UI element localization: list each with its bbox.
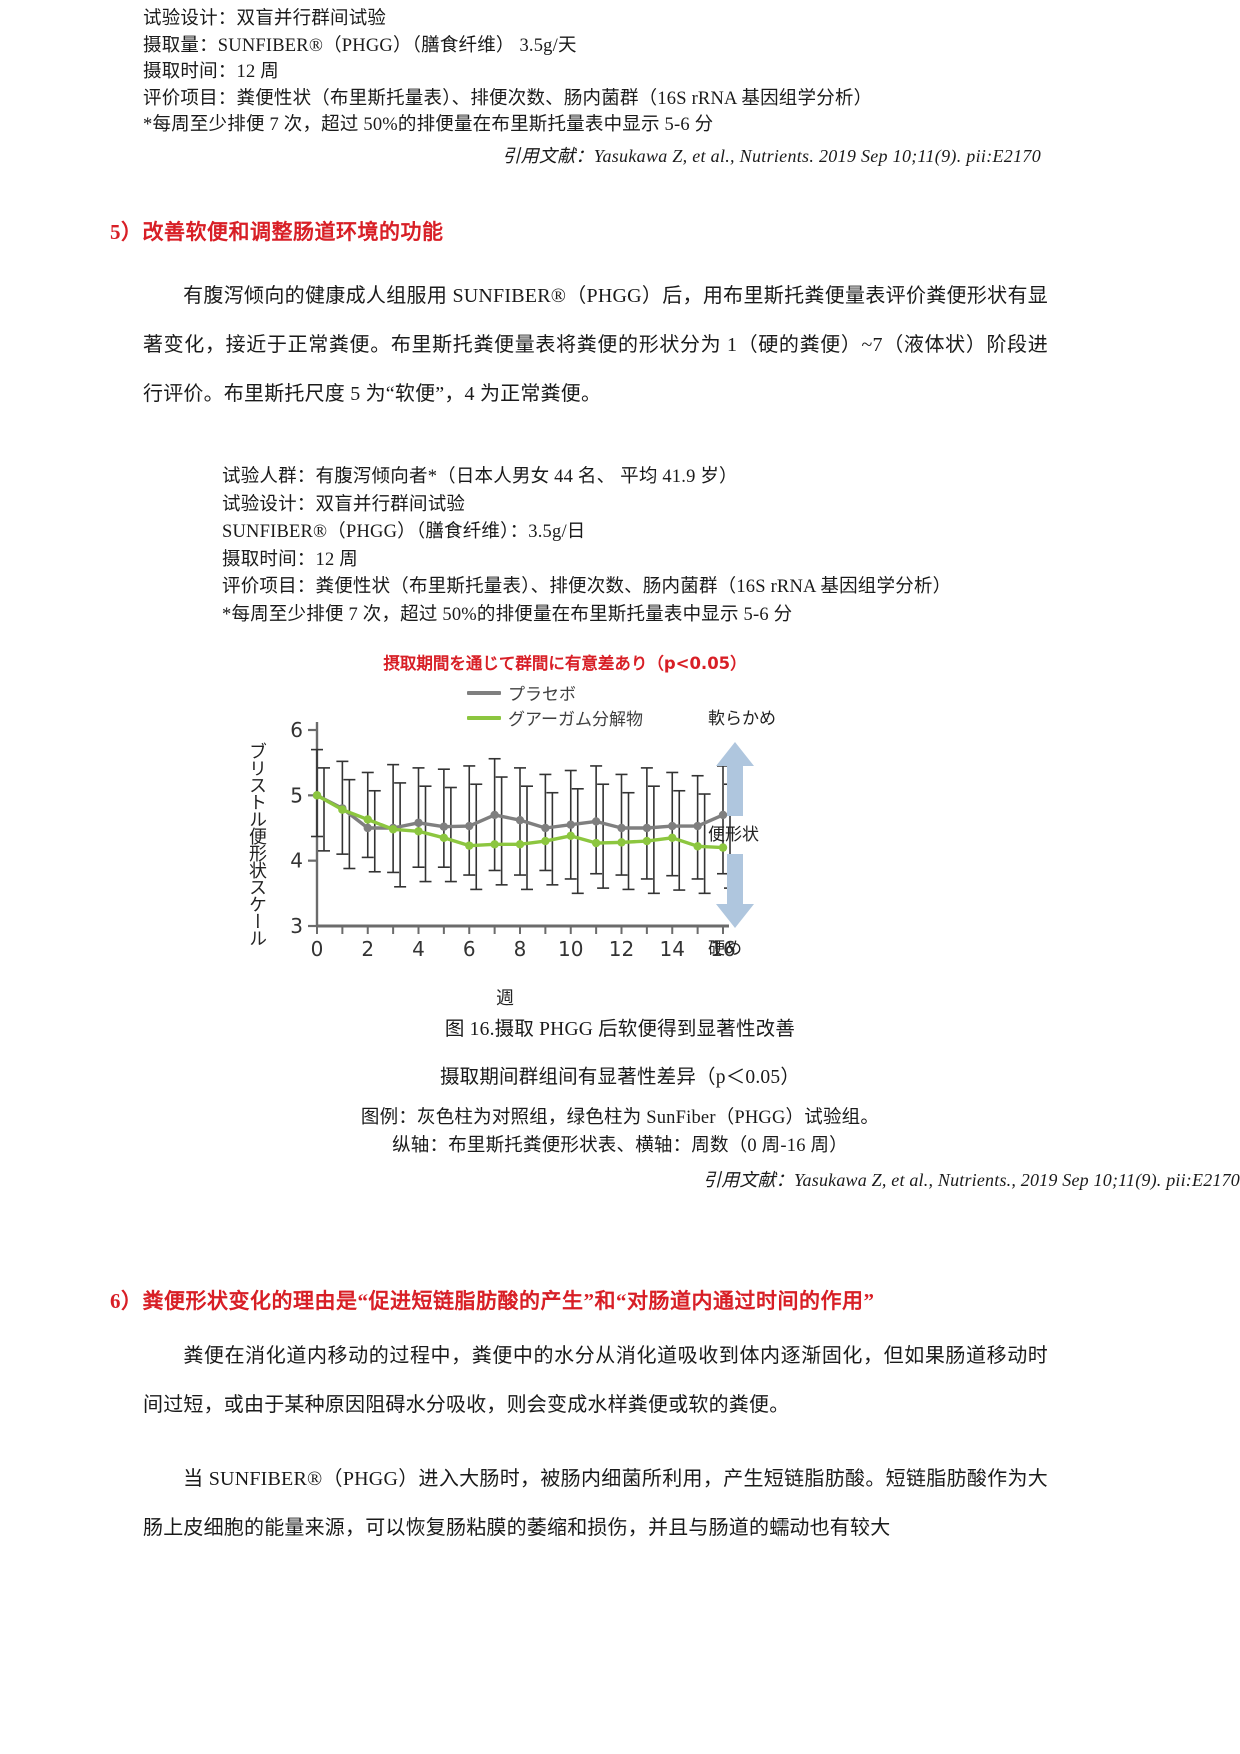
figure-16: 摂取期間を通じて群間に有意差あり（p<0.05） ブリストル便形状スケール 週 …	[245, 650, 845, 1010]
study-line: *每周至少排便 7 次，超过 50%的排便量在布里斯托量表中显示 5-6 分	[222, 604, 793, 625]
section-5-paragraph-text: 有腹泻倾向的健康成人组服用 SUNFIBER®（PHGG）后，用布里斯托粪便量表…	[143, 285, 1048, 405]
chart-side-annotations: 軟らかめ 便形状 硬め	[700, 692, 850, 982]
section-5-heading: 5）改善软便和调整肠道环境的功能	[110, 220, 444, 244]
figure-caption-citation: 引用文献：Yasukawa Z, et al., Nutrients., 201…	[703, 1170, 1240, 1190]
svg-text:0: 0	[311, 937, 324, 961]
top-study-line: 摄取时间：12 周	[143, 62, 279, 82]
legend-label-placebo: プラセボ	[508, 685, 576, 705]
study-parameters-block: 试验人群：有腹泻倾向者*（日本人男女 44 名、 平均 41.9 岁） 试验设计…	[222, 464, 1012, 629]
annotation-middle: 便形状	[708, 825, 759, 845]
chart-y-axis-label: ブリストル便形状スケール	[246, 742, 267, 946]
legend-label-phgg: グアーガム分解物	[508, 710, 643, 730]
svg-text:6: 6	[463, 937, 476, 961]
svg-text:2: 2	[361, 937, 374, 961]
top-study-line: *每周至少排便 7 次，超过 50%的排便量在布里斯托量表中显示 5-6 分	[143, 115, 714, 135]
study-line: SUNFIBER®（PHGG）（膳食纤维）：3.5g/日	[222, 522, 586, 542]
svg-text:16: 16	[710, 937, 735, 961]
top-study-line: 评价项目：粪便性状（布里斯托量表）、排便次数、肠内菌群（16S rRNA 基因组…	[143, 88, 873, 109]
svg-text:5: 5	[290, 783, 303, 807]
chart-plot-area: ブリストル便形状スケール 週 プラセボ グアーガム分解物 3 4 5 6 0 2 4 6 8 10…	[245, 672, 845, 1010]
annotation-hard: 硬め	[708, 939, 742, 959]
chart-svg: 3 4 5 6 0 2 4 6 8 10 12 14 16	[290, 718, 736, 961]
section-6-paragraph-1: 粪便在消化道内移动的过程中，粪便中的水分从消化道吸收到体内逐渐固化，但如果肠道移…	[143, 1332, 1048, 1430]
figure-caption-significance: 摄取期间群组间有显著性差异（p＜0.05）	[439, 1067, 801, 1088]
study-line: 摄取时间：12 周	[222, 549, 358, 570]
svg-text:8: 8	[514, 937, 527, 961]
arrow-down-icon	[716, 854, 754, 928]
svg-text:14: 14	[660, 937, 685, 961]
arrow-up-icon	[716, 742, 754, 816]
legend-item-placebo: プラセボ	[467, 680, 643, 705]
section-5-paragraph: 有腹泻倾向的健康成人组服用 SUNFIBER®（PHGG）后，用布里斯托粪便量表…	[143, 272, 1048, 419]
top-citation: 引用文献：Yasukawa Z, et al., Nutrients. 2019…	[502, 145, 1041, 166]
annotation-soft: 軟らかめ	[708, 709, 776, 729]
chart-legend: プラセボ グアーガム分解物	[467, 680, 643, 730]
section-6-paragraph-2-text: 当 SUNFIBER®（PHGG）进入大肠时，被肠内细菌所利用，产生短链脂肪酸。…	[143, 1468, 1048, 1539]
legend-swatch-phgg	[467, 715, 501, 720]
svg-text:3: 3	[290, 914, 303, 938]
study-line: 试验设计：双盲并行群间试验	[222, 494, 466, 515]
figure-caption-title: 图 16.摄取 PHGG 后软便得到显著性改善	[444, 1019, 796, 1040]
section-6-paragraph-1-text: 粪便在消化道内移动的过程中，粪便中的水分从消化道吸收到体内逐渐固化，但如果肠道移…	[143, 1345, 1048, 1416]
svg-text:10: 10	[558, 937, 583, 961]
legend-item-phgg: グアーガム分解物	[467, 705, 643, 730]
study-line: 评价项目：粪便性状（布里斯托量表）、排便次数、肠内菌群（16S rRNA 基因组…	[222, 577, 952, 597]
chart-x-axis-label: 週	[496, 988, 514, 1009]
study-line: 试验人群：有腹泻倾向者*（日本人男女 44 名、 平均 41.9 岁）	[222, 467, 738, 487]
svg-text:4: 4	[412, 937, 425, 961]
figure-caption-legend-note: 图例：灰色柱为对照组，绿色柱为 SunFiber（PHGG）试验组。	[360, 1108, 880, 1128]
legend-swatch-placebo	[467, 690, 501, 695]
figure-caption-axis-note: 纵轴：布里斯托粪便形状表、横轴：周数（0 周-16 周）	[392, 1136, 848, 1156]
svg-text:12: 12	[609, 937, 634, 961]
top-study-block: 试验设计：双盲并行群间试验 摄取量：SUNFIBER®（PHGG）（膳食纤维） …	[143, 6, 1043, 169]
svg-text:4: 4	[290, 849, 303, 873]
section-6-paragraph-2: 当 SUNFIBER®（PHGG）进入大肠时，被肠内细菌所利用，产生短链脂肪酸。…	[143, 1455, 1048, 1553]
top-study-line: 摄取量：SUNFIBER®（PHGG）（膳食纤维） 3.5g/天	[143, 35, 577, 56]
chart-title: 摂取期間を通じて群間に有意差あり（p<0.05）	[383, 654, 747, 673]
top-study-line: 试验设计：双盲并行群间试验	[143, 9, 387, 29]
svg-text:6: 6	[290, 718, 303, 742]
section-6-heading: 6）粪便形状变化的理由是“促进短链脂肪酸的产生”和“对肠道内通过时间的作用”	[110, 1289, 875, 1313]
